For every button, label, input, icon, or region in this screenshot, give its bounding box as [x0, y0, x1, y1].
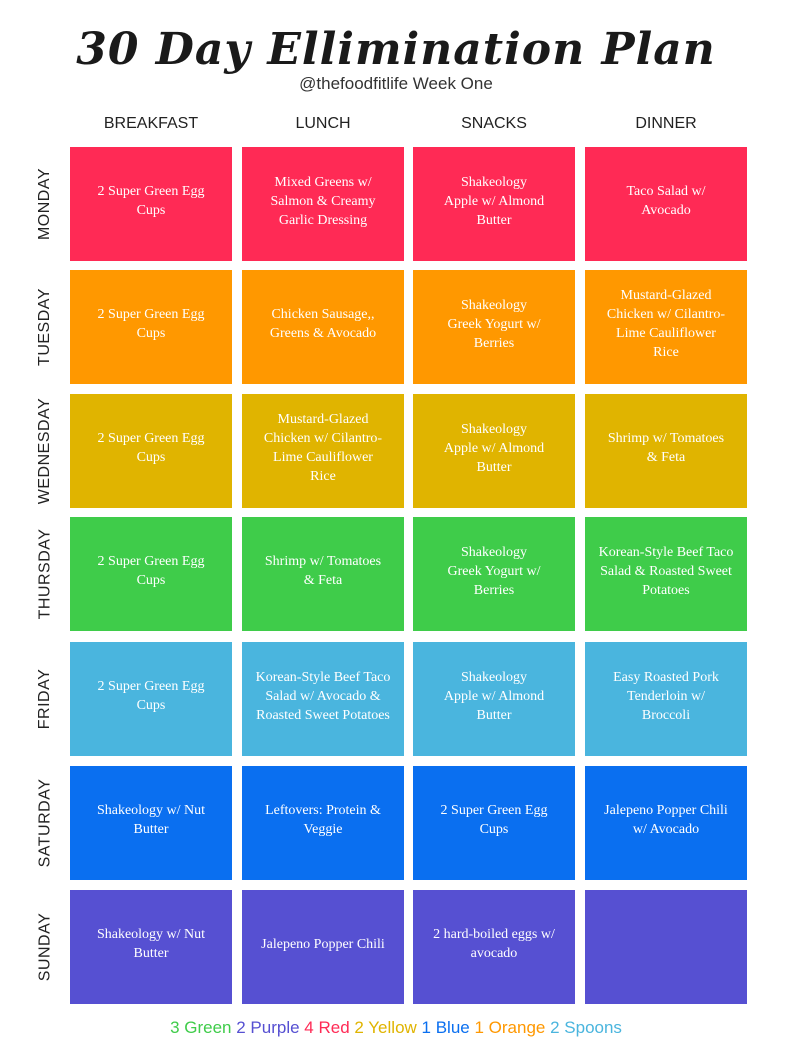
meal-cell-friday-lunch: Korean-Style Beef Taco Salad w/ Avocado &… — [242, 642, 404, 756]
meal-cell-wednesday-dinner: Shrimp w/ Tomatoes & Feta — [585, 394, 747, 508]
day-label-wednesday: WEDNESDAY — [20, 394, 70, 508]
meal-text: Mixed Greens w/Salmon & Creamy Garlic Dre… — [270, 174, 376, 228]
meal-cell-tuesday-lunch: Chicken Sausage,, Greens & Avocado — [242, 270, 404, 384]
column-header-dinner: DINNER — [635, 115, 697, 132]
day-label-friday: FRIDAY — [20, 642, 70, 756]
meal-cell-monday-breakfast: 2 Super Green Egg Cups — [70, 147, 232, 261]
day-label-text: FRIDAY — [36, 668, 54, 730]
meal-cell-thursday-lunch: Shrimp w/ Tomatoes & Feta — [242, 517, 404, 631]
meal-text: Mustard-Glazed Chicken w/ Cilantro- Lime C… — [606, 288, 726, 360]
meal-text: Taco Salad w/Avocado — [626, 184, 706, 218]
meal-text: 2 hard-boiled eggs w/avocado — [433, 927, 555, 961]
meal-cell-friday-breakfast: 2 Super Green Egg Cups — [70, 642, 232, 756]
day-label-text: TUESDAY — [36, 288, 54, 366]
meal-text: Shakeology w/ Nut Butter — [96, 803, 206, 837]
day-label-text: THURSDAY — [36, 528, 54, 620]
meal-cell-sunday-breakfast: Shakeology w/ Nut Butter — [70, 890, 232, 1004]
meal-text: 2 Super Green Egg Cups — [97, 307, 205, 341]
meal-cell-thursday-dinner: Korean-Style Beef Taco Salad & Roasted Sw… — [585, 517, 747, 631]
meal-text: 2 Super Green Egg Cups — [440, 803, 548, 837]
container-legend: 3 Green 2 Purple 4 Red 2 Yellow 1 Blue 1… — [0, 1017, 792, 1039]
day-label-text: SUNDAY — [36, 912, 53, 982]
legend-item: 3 Green — [170, 1018, 232, 1037]
meal-text: Shakeology Apple w/ Almond Butter — [443, 669, 545, 723]
meal-text: Shakeology Apple w/ Almond Butter — [443, 174, 545, 228]
meal-text: Chicken Sausage,, Greens & Avocado — [269, 307, 377, 341]
meal-cell-saturday-lunch: Leftovers: Protein & Veggie — [242, 766, 404, 880]
meal-text: Korean-Style Beef Taco Salad & Roasted Sw… — [598, 544, 734, 598]
legend-item: 4 Red — [304, 1018, 350, 1037]
meal-text: 2 Super Green Egg Cups — [97, 679, 205, 713]
day-label-sunday: SUNDAY — [20, 890, 70, 1004]
column-header-breakfast: BREAKFAST — [103, 115, 199, 132]
meal-cell-monday-dinner: Taco Salad w/Avocado — [585, 147, 747, 261]
meal-text: Shakeology Greek Yogurt w/Berries — [447, 544, 541, 598]
legend-item: 2 Yellow — [354, 1018, 417, 1037]
day-label-saturday: SATURDAY — [20, 766, 70, 880]
meal-text: Jalepeno Popper Chili — [261, 936, 385, 952]
meal-text: Korean-Style Beef Taco Salad w/ Avocado &… — [255, 669, 391, 723]
meal-cell-wednesday-snacks: Shakeology Apple w/ Almond Butter — [413, 394, 575, 508]
legend-item: 2 Spoons — [550, 1018, 622, 1037]
meal-text: Shrimp w/ Tomatoes & Feta — [264, 554, 382, 588]
meal-cell-monday-snacks: Shakeology Apple w/ Almond Butter — [413, 147, 575, 261]
meal-text: 2 Super Green Egg Cups — [97, 184, 205, 218]
meal-text: Jalepeno Popper Chili w/ Avocado — [604, 803, 728, 837]
meal-text: Shakeology Apple w/ Almond Butter — [443, 421, 545, 475]
meal-cell-tuesday-dinner: Mustard-Glazed Chicken w/ Cilantro- Lime C… — [585, 270, 747, 384]
column-header-lunch: LUNCH — [295, 115, 351, 132]
meal-cell-friday-snacks: Shakeology Apple w/ Almond Butter — [413, 642, 575, 756]
meal-text: Shakeology w/ Nut Butter — [96, 927, 206, 961]
meal-cell-sunday-dinner — [585, 890, 747, 1004]
meal-text: 2 Super Green Egg Cups — [97, 431, 205, 465]
meal-text: Mustard-Glazed Chicken w/ Cilantro- Lime C… — [263, 412, 383, 484]
meal-cell-wednesday-lunch: Mustard-Glazed Chicken w/ Cilantro- Lime C… — [242, 394, 404, 508]
meal-cell-wednesday-breakfast: 2 Super Green Egg Cups — [70, 394, 232, 508]
meal-text: Leftovers: Protein & Veggie — [265, 803, 381, 837]
meal-cell-tuesday-snacks: Shakeology Greek Yogurt w/Berries — [413, 270, 575, 384]
page-subtitle: @thefoodfitlife Week One — [299, 74, 493, 93]
meal-cell-thursday-snacks: Shakeology Greek Yogurt w/Berries — [413, 517, 575, 631]
meal-cell-saturday-dinner: Jalepeno Popper Chili w/ Avocado — [585, 766, 747, 880]
meal-text: Shakeology Greek Yogurt w/Berries — [447, 297, 541, 351]
meal-cell-monday-lunch: Mixed Greens w/Salmon & Creamy Garlic Dre… — [242, 147, 404, 261]
column-header-snacks: SNACKS — [461, 115, 527, 132]
legend-item: 1 Orange — [474, 1018, 546, 1037]
day-label-tuesday: TUESDAY — [20, 270, 70, 384]
day-label-monday: MONDAY — [20, 147, 70, 261]
meal-cell-sunday-lunch: Jalepeno Popper Chili — [242, 890, 404, 1004]
meal-cell-saturday-snacks: 2 Super Green Egg Cups — [413, 766, 575, 880]
legend-item: 2 Purple — [236, 1018, 300, 1037]
day-label-text: SATURDAY — [36, 778, 53, 868]
meal-cell-tuesday-breakfast: 2 Super Green Egg Cups — [70, 270, 232, 384]
meal-text: Easy Roasted Pork Tenderloin w/Broccoli — [613, 669, 719, 723]
day-label-text: MONDAY — [36, 167, 54, 241]
meal-text: Shrimp w/ Tomatoes & Feta — [607, 431, 725, 465]
meal-cell-saturday-breakfast: Shakeology w/ Nut Butter — [70, 766, 232, 880]
day-label-thursday: THURSDAY — [20, 517, 70, 631]
meal-cell-thursday-breakfast: 2 Super Green Egg Cups — [70, 517, 232, 631]
legend-item: 1 Blue — [421, 1018, 470, 1037]
meal-cell-friday-dinner: Easy Roasted Pork Tenderloin w/Broccoli — [585, 642, 747, 756]
day-label-text: WEDNESDAY — [36, 397, 53, 505]
page-title: 30 Day Ellimination Plan — [76, 24, 716, 75]
meal-text: 2 Super Green Egg Cups — [97, 554, 205, 588]
meal-cell-sunday-snacks: 2 hard-boiled eggs w/avocado — [413, 890, 575, 1004]
